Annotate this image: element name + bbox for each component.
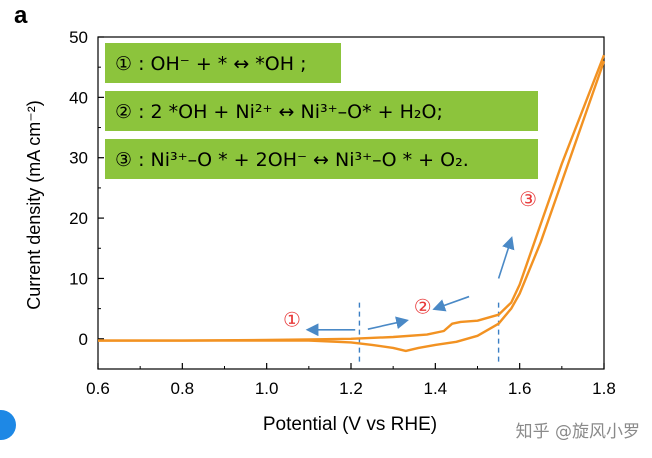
equation-marker: ② : [115,101,151,123]
equation-boxes: ① : OH⁻ + * ↔ *OH ; ② : 2 *OH + Ni²⁺ ↔ Ni… [105,43,538,179]
equation-box-1 [105,43,341,83]
x-tick-label: 1.4 [424,379,448,398]
equation-text-1: ① : OH⁻ + * ↔ *OH ; [115,53,306,75]
region-arrow [367,316,409,330]
equation-text-2: ② : 2 *OH + Ni²⁺ ↔ Ni³⁺–O* + H₂O; [115,101,443,123]
equation-text-3: ③ : Ni³⁺–O * + 2OH⁻ ↔ Ni³⁺–O * + O₂. [115,149,469,171]
axes-layer: 0.6 0.8 1.0 1.2 1.4 1.6 1.8 0 10 20 30 40 50 [69,28,616,398]
watermark: 知乎 @旋风小罗 [515,422,640,442]
equation-body: 2 *OH + Ni²⁺ ↔ Ni³⁺–O* + H₂O; [151,101,443,123]
equation-marker: ③ : [115,149,151,171]
x-tick-label: 1.6 [508,379,532,398]
equation-box-3 [105,139,538,179]
region-arrow [432,295,470,312]
y-tick-label: 30 [69,149,88,168]
x-tick-label: 0.6 [86,379,110,398]
x-tick-label: 1.8 [592,379,616,398]
y-tick-label: 50 [69,28,88,47]
x-tick-label: 0.8 [171,379,195,398]
equation-body: OH⁻ + * ↔ *OH ; [151,53,307,75]
region-marker-1: ① [283,308,301,332]
data-layer: ① ② ③ [98,54,606,363]
region-marker-2: ② [414,294,432,318]
panel-label: a [14,2,28,29]
equation-body: Ni³⁺–O * + 2OH⁻ ↔ Ni³⁺–O * + O₂. [151,149,469,171]
y-tick-label: 20 [69,209,88,228]
x-tick-label: 1.0 [255,379,279,398]
equation-marker: ① : [115,53,151,75]
region-marker-3: ③ [519,187,537,211]
y-axis-label: Current density (mA cm⁻²) [24,100,44,310]
corner-circle-badge [0,410,16,440]
x-tick-label: 1.2 [339,379,363,398]
y-tick-label: 0 [79,330,88,349]
y-tick-label: 40 [69,88,88,107]
region-arrow [497,236,515,279]
equation-box-2 [105,91,538,131]
y-tick-label: 10 [69,269,88,288]
cv-curve-reverse [98,60,606,353]
x-axis-label: Potential (V vs RHE) [263,414,437,435]
